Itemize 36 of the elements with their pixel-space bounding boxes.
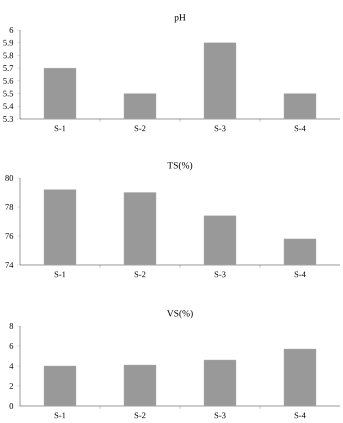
chart-title: VS(%) xyxy=(166,310,193,318)
y-tick-label: 5.8 xyxy=(3,52,14,58)
x-tick-label: S-1 xyxy=(54,272,66,278)
x-tick-label: S-2 xyxy=(134,126,146,132)
x-tick-label: S-4 xyxy=(294,126,306,132)
x-tick-label: S-4 xyxy=(294,412,306,418)
y-tick-label: 78 xyxy=(6,204,14,210)
bar xyxy=(124,364,156,406)
x-tick-label: S-1 xyxy=(54,412,66,418)
y-tick-label: 5.4 xyxy=(3,103,14,110)
y-tick-label: 4 xyxy=(9,363,14,369)
y-tick-label: 5.3 xyxy=(3,116,14,122)
bar xyxy=(204,360,236,406)
y-tick-label: 6 xyxy=(10,343,14,349)
y-tick-label: 5.5 xyxy=(3,90,14,96)
y-tick-label: 0 xyxy=(10,403,14,409)
x-tick-label: S-1 xyxy=(54,126,66,132)
y-tick-label: 80 xyxy=(5,175,14,181)
bar xyxy=(284,348,316,406)
y-tick-label: 5.9 xyxy=(3,40,14,46)
x-tick-label: S-2 xyxy=(134,412,146,418)
chart-title: pH xyxy=(174,14,186,22)
y-tick-label: 74 xyxy=(6,262,14,268)
x-tick-label: S-3 xyxy=(214,126,226,132)
y-tick-label: 6 xyxy=(10,27,14,33)
y-tick-label: 8 xyxy=(10,323,14,329)
x-tick-label: S-3 xyxy=(214,412,226,418)
chart-title: TS(%) xyxy=(168,162,192,170)
y-tick-label: 5.7 xyxy=(3,65,14,71)
x-tick-label: S-4 xyxy=(294,272,306,278)
x-tick-label: S-2 xyxy=(134,272,146,278)
x-tick-label: S-3 xyxy=(214,272,226,278)
bar xyxy=(44,366,76,406)
y-tick-label: 76 xyxy=(6,233,14,239)
y-tick-label: 2 xyxy=(10,383,13,389)
y-tick-label: 5.6 xyxy=(3,78,14,84)
